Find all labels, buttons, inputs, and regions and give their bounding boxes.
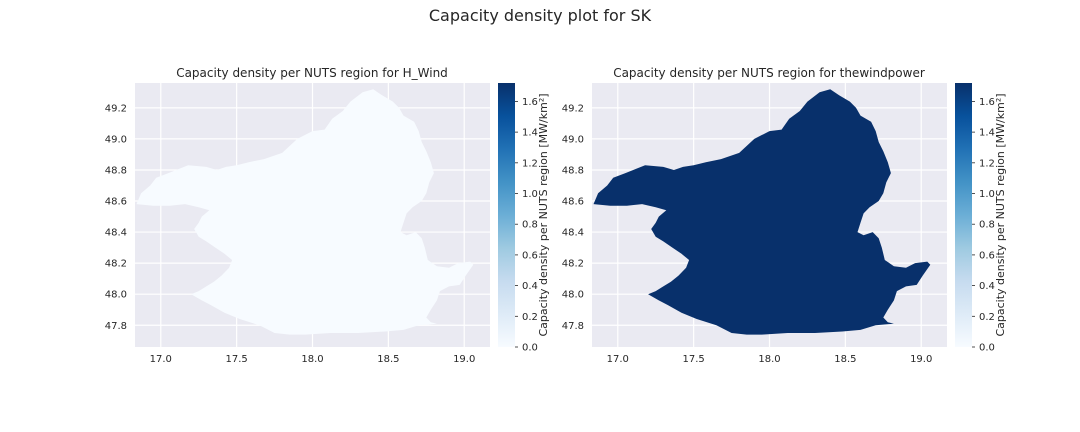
x-tick-label: 18.0 [758,354,780,365]
region-sk [593,89,931,335]
region-sk [136,89,474,335]
colorbar-label: Capacity density per NUTS region [MW/km²… [537,93,550,336]
colorbar-tick-label: 0.8 [979,220,995,231]
chart-panel-h-wind: Capacity density per NUTS region for H_W… [105,66,550,365]
chart-panel-thewindpower: Capacity density per NUTS region for the… [562,66,1007,365]
colorbar [498,83,515,347]
colorbar-tick-label: 1.4 [522,128,538,139]
colorbar-tick-label: 1.2 [522,158,538,169]
colorbar-tick-label: 1.0 [522,189,538,200]
x-tick-label: 17.0 [150,354,172,365]
x-tick-label: 19.0 [453,354,475,365]
x-tick-label: 18.5 [377,354,399,365]
colorbar-tick-label: 1.2 [979,158,995,169]
colorbar-tick-label: 0.8 [522,220,538,231]
y-tick-label: 48.4 [562,228,584,239]
colorbar-tick-label: 0.4 [522,281,538,292]
colorbar-tick-label: 1.0 [979,189,995,200]
y-tick-label: 48.6 [105,197,127,208]
figure-title: Capacity density plot for SK [429,6,652,25]
colorbar-tick-label: 0.6 [979,250,995,261]
x-tick-label: 17.5 [226,354,248,365]
x-tick-label: 18.5 [834,354,856,365]
y-tick-label: 48.6 [562,197,584,208]
panel-title: Capacity density per NUTS region for H_W… [176,66,448,80]
y-tick-label: 49.0 [105,134,127,145]
y-tick-label: 49.0 [562,134,584,145]
y-tick-label: 48.4 [105,228,127,239]
colorbar-tick-label: 0.0 [979,343,995,354]
colorbar-tick-label: 1.6 [979,97,995,108]
colorbar-tick-label: 0.2 [979,312,995,323]
x-tick-label: 19.0 [910,354,932,365]
y-tick-label: 48.8 [105,165,127,176]
colorbar-tick-label: 0.2 [522,312,538,323]
colorbar-tick-label: 1.6 [522,97,538,108]
x-tick-label: 17.5 [683,354,705,365]
colorbar-label: Capacity density per NUTS region [MW/km²… [994,93,1007,336]
y-tick-label: 47.8 [562,321,584,332]
y-tick-label: 49.2 [562,103,584,114]
y-tick-label: 48.8 [562,165,584,176]
colorbar-tick-label: 0.0 [522,343,538,354]
colorbar-tick-label: 0.4 [979,281,995,292]
colorbar-tick-label: 1.4 [979,128,995,139]
y-tick-label: 48.2 [105,259,127,270]
y-tick-label: 48.0 [105,290,127,301]
panel-title: Capacity density per NUTS region for the… [613,66,925,80]
y-tick-label: 49.2 [105,103,127,114]
colorbar [955,83,972,347]
y-tick-label: 47.8 [105,321,127,332]
x-tick-label: 17.0 [607,354,629,365]
x-tick-label: 18.0 [301,354,323,365]
y-tick-label: 48.0 [562,290,584,301]
colorbar-tick-label: 0.6 [522,250,538,261]
y-tick-label: 48.2 [562,259,584,270]
